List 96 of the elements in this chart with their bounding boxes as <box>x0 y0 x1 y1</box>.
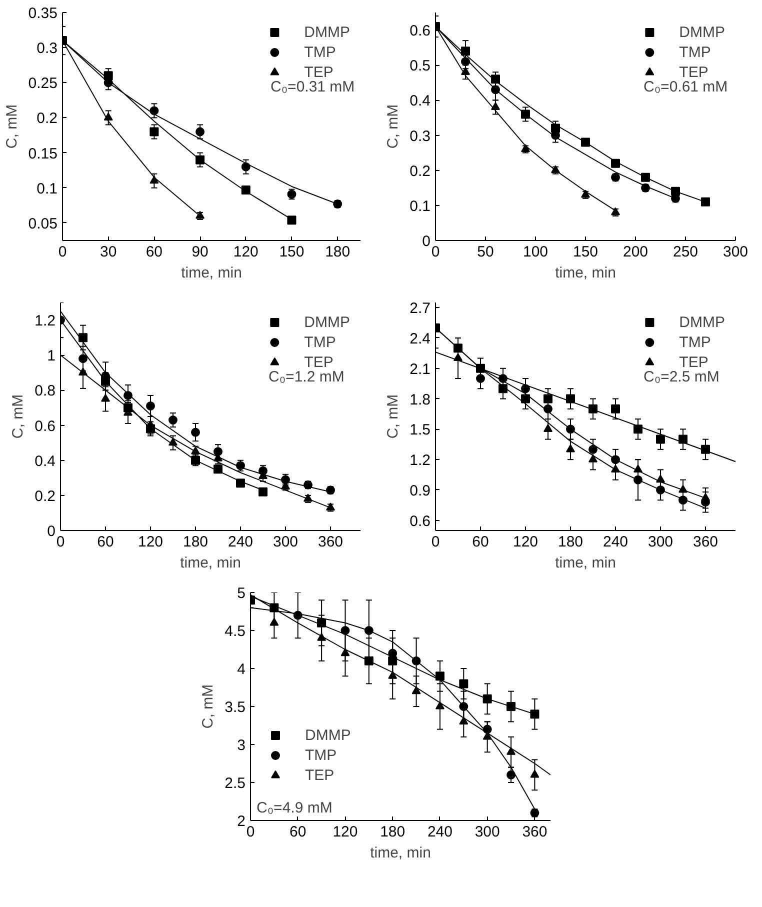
y-tick-label: 0.1 <box>410 198 431 215</box>
x-tick-label: 200 <box>622 244 648 260</box>
x-tick-label: 360 <box>318 534 344 550</box>
y-tick-label: 0.4 <box>410 92 431 110</box>
y-tick-label: 0.25 <box>28 75 58 92</box>
legend-label: TEP <box>304 64 334 80</box>
y-tick-label: 2.1 <box>410 360 431 378</box>
legend-label: TMP <box>679 334 711 350</box>
y-tick-label: 0.1 <box>36 180 58 198</box>
annotation: C₀=0.31 mM <box>270 78 355 96</box>
y-tick-label: 1 <box>47 348 56 365</box>
y-axis-title: C, mM <box>3 104 20 149</box>
x-tick-label: 120 <box>138 534 164 550</box>
y-tick-label: 0.2 <box>34 488 56 505</box>
x-tick-label: 120 <box>332 824 358 840</box>
legend-label: TMP <box>305 746 337 764</box>
x-tick-label: 100 <box>522 244 548 260</box>
y-tick-label: 0.3 <box>410 128 431 145</box>
y-tick-label: 1.2 <box>34 312 56 330</box>
legend-label: TMP <box>679 44 711 60</box>
y-tick-label: 3.5 <box>224 699 246 716</box>
y-tick-label: 2 <box>237 813 246 830</box>
y-tick-label: 0.9 <box>410 482 431 500</box>
legend-label: DMMP <box>305 726 351 744</box>
x-tick-label: 240 <box>602 534 628 550</box>
x-axis-title: time, min <box>555 264 616 282</box>
x-tick-label: 120 <box>233 244 258 260</box>
y-axis-title: C, mM <box>384 394 402 439</box>
legend-label: DMMP <box>304 314 350 330</box>
y-tick-label: 1.8 <box>410 391 431 408</box>
y-tick-label: 2.4 <box>410 330 431 348</box>
y-tick-label: 0.6 <box>410 22 431 40</box>
x-tick-label: 180 <box>558 534 584 550</box>
x-tick-label: 180 <box>380 824 406 840</box>
x-tick-label: 150 <box>279 244 304 260</box>
y-tick-label: 0.05 <box>28 215 58 232</box>
x-axis-title: time, min <box>180 554 241 572</box>
x-tick-label: 180 <box>325 244 350 260</box>
y-tick-label: 0.6 <box>34 418 56 435</box>
x-tick-label: 240 <box>427 824 452 840</box>
legend-label: TEP <box>304 354 334 370</box>
y-tick-label: 2.5 <box>224 775 246 792</box>
y-axis-title: C, mM <box>200 684 217 729</box>
y-tick-label: 0.5 <box>410 58 431 75</box>
x-tick-label: 300 <box>474 824 500 840</box>
y-tick-label: 0.15 <box>28 145 58 162</box>
x-tick-label: 60 <box>97 534 114 550</box>
y-tick-label: 1.2 <box>410 452 431 470</box>
x-axis-title: time, min <box>181 264 242 282</box>
legend-label: TEP <box>305 766 334 784</box>
legend-label: DMMP <box>679 24 725 40</box>
legend-label: TEP <box>679 64 708 80</box>
y-tick-label: 0.4 <box>34 452 56 470</box>
legend-label: DMMP <box>304 24 350 40</box>
x-tick-label: 120 <box>512 534 538 550</box>
legend-label: TMP <box>304 334 336 350</box>
x-tick-label: 300 <box>722 244 748 260</box>
x-tick-label: 300 <box>272 534 298 550</box>
y-tick-label: 0.2 <box>410 162 431 180</box>
y-tick-label: 2.7 <box>410 300 431 318</box>
y-tick-label: 0.3 <box>36 40 58 58</box>
legend-label: TEP <box>679 354 708 370</box>
annotation: C₀=2.5 mM <box>644 368 720 386</box>
x-tick-label: 150 <box>572 244 598 260</box>
x-axis-title: time, min <box>555 554 616 572</box>
x-tick-label: 180 <box>182 534 208 550</box>
y-axis-title: C, mM <box>384 104 402 149</box>
legend-label: TMP <box>304 44 336 60</box>
x-axis-title: time, min <box>370 844 431 862</box>
y-tick-label: 0.6 <box>410 512 431 530</box>
x-tick-label: 60 <box>146 244 163 260</box>
x-tick-label: 250 <box>672 244 698 260</box>
x-tick-label: 60 <box>472 534 489 550</box>
x-tick-label: 300 <box>648 534 674 550</box>
annotation: C₀=1.2 mM <box>268 368 344 386</box>
y-tick-label: 1.5 <box>410 422 431 439</box>
legend-label: DMMP <box>679 314 725 330</box>
y-tick-label: 0.2 <box>36 110 58 128</box>
y-axis-title: C, mM <box>10 394 27 439</box>
y-tick-label: 5 <box>237 585 246 602</box>
y-tick-label: 0 <box>47 523 56 540</box>
y-tick-label: 4.5 <box>224 623 246 640</box>
y-tick-label: 0.8 <box>34 382 56 400</box>
y-tick-label: 0 <box>422 233 430 250</box>
annotation: C₀=4.9 mM <box>256 800 332 816</box>
x-tick-label: 240 <box>228 534 254 550</box>
x-tick-label: 360 <box>692 534 718 550</box>
x-tick-label: 360 <box>522 824 548 840</box>
x-tick-label: 60 <box>290 824 306 840</box>
x-tick-label: 30 <box>100 244 117 260</box>
y-tick-label: 0.35 <box>28 5 58 22</box>
y-tick-label: 3 <box>237 737 246 754</box>
y-tick-label: 4 <box>237 661 246 678</box>
x-tick-label: 50 <box>477 244 494 260</box>
x-tick-label: 90 <box>192 244 208 260</box>
annotation: C₀=0.61 mM <box>644 78 728 96</box>
